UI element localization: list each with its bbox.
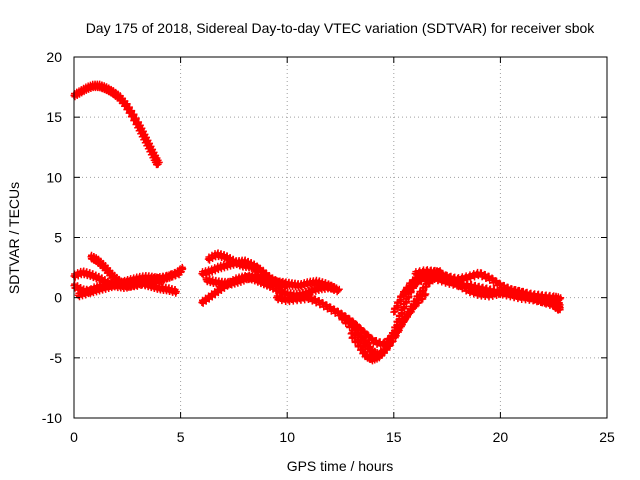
data-point [556, 306, 564, 314]
y-axis-label: SDTVAR / TECUs [6, 182, 22, 294]
y-tick-label: -5 [50, 350, 63, 366]
data-point [160, 277, 168, 285]
x-tick-label: 15 [386, 429, 402, 445]
data-point [364, 333, 372, 341]
y-tick-label: 10 [46, 169, 62, 185]
x-axis-label: GPS time / hours [287, 458, 394, 474]
series-arc-g [202, 270, 338, 293]
grid [74, 57, 607, 418]
data-point [172, 288, 180, 296]
x-tick-label: 25 [599, 429, 615, 445]
plot-frame [73, 56, 608, 419]
y-tick-label: 20 [46, 49, 62, 65]
data-point [335, 285, 343, 293]
y-tick-labels: -10 -5 0 5 10 15 20 [42, 49, 62, 426]
data-point [556, 295, 564, 303]
y-tick-label: 15 [46, 109, 62, 125]
data-point [344, 319, 352, 327]
data-point [254, 264, 262, 272]
series-arc-n [411, 266, 564, 314]
x-tick-label: 5 [177, 429, 185, 445]
x-tick-label: 20 [493, 429, 509, 445]
x-tick-label: 0 [70, 429, 78, 445]
data-point [253, 265, 261, 273]
x-tick-labels: 0 5 10 15 20 25 [70, 429, 615, 445]
data-point [177, 268, 185, 276]
data-point [337, 312, 344, 320]
data-points [70, 80, 565, 365]
chart-title: Day 175 of 2018, Sidereal Day-to-day VTE… [86, 20, 596, 36]
series-arc-h [204, 249, 262, 274]
series-arc-high [70, 80, 163, 169]
data-point [330, 284, 338, 292]
y-tick-label: -10 [42, 410, 62, 426]
axis-ticks [73, 56, 608, 419]
y-tick-label: 5 [54, 230, 62, 246]
data-point [154, 160, 162, 168]
x-tick-label: 10 [279, 429, 295, 445]
series-arc-d [74, 271, 168, 301]
y-tick-label: 0 [54, 290, 62, 306]
data-point [334, 286, 342, 294]
data-point [340, 316, 348, 324]
